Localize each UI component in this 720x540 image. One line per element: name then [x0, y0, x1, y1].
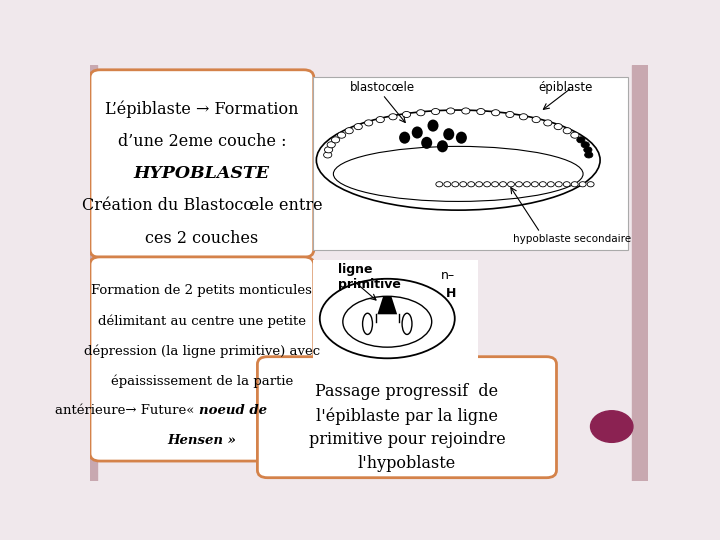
- Bar: [632, 65, 648, 481]
- Text: délimitant au centre une petite: délimitant au centre une petite: [98, 314, 306, 328]
- Circle shape: [477, 109, 485, 114]
- Text: ligne
primitive: ligne primitive: [338, 264, 401, 292]
- Circle shape: [354, 124, 362, 130]
- Ellipse shape: [444, 128, 454, 140]
- Text: ces 2 couches: ces 2 couches: [145, 230, 258, 247]
- Circle shape: [327, 141, 336, 148]
- FancyBboxPatch shape: [90, 257, 314, 461]
- Circle shape: [563, 181, 570, 187]
- Text: Hensen »: Hensen »: [168, 434, 236, 447]
- Ellipse shape: [343, 296, 432, 347]
- Ellipse shape: [428, 119, 438, 132]
- Circle shape: [444, 181, 451, 187]
- Circle shape: [468, 181, 474, 187]
- Circle shape: [555, 181, 562, 187]
- Circle shape: [516, 181, 523, 187]
- Circle shape: [554, 124, 562, 130]
- Circle shape: [476, 181, 482, 187]
- Circle shape: [460, 181, 467, 187]
- Text: n–: n–: [441, 269, 455, 282]
- Text: L’épiblaste → Formation: L’épiblaste → Formation: [105, 100, 299, 118]
- Bar: [313, 77, 629, 250]
- Text: antérieure→ Future«: antérieure→ Future«: [55, 404, 199, 417]
- Circle shape: [451, 181, 459, 187]
- Circle shape: [376, 117, 384, 123]
- Ellipse shape: [437, 140, 448, 152]
- Ellipse shape: [316, 110, 600, 210]
- Circle shape: [547, 181, 554, 187]
- Text: Formation de 2 petits monticules: Formation de 2 petits monticules: [91, 285, 312, 298]
- Circle shape: [506, 111, 514, 118]
- Text: blastocœle: blastocœle: [350, 80, 415, 94]
- Circle shape: [532, 117, 540, 123]
- FancyBboxPatch shape: [90, 70, 314, 258]
- Circle shape: [492, 110, 500, 116]
- Circle shape: [325, 147, 333, 153]
- Circle shape: [338, 132, 346, 138]
- Text: noeud de: noeud de: [199, 404, 267, 417]
- Text: hypoblaste secondaire: hypoblaste secondaire: [513, 234, 631, 244]
- Ellipse shape: [399, 132, 410, 144]
- Circle shape: [492, 181, 498, 187]
- Circle shape: [571, 132, 579, 138]
- Circle shape: [584, 147, 592, 153]
- Circle shape: [519, 114, 528, 120]
- Text: d’une 2eme couche :: d’une 2eme couche :: [117, 133, 286, 150]
- Text: Passage progressif  de: Passage progressif de: [315, 383, 498, 400]
- Ellipse shape: [320, 279, 455, 359]
- Circle shape: [462, 108, 470, 114]
- Polygon shape: [377, 296, 397, 314]
- Circle shape: [484, 181, 490, 187]
- Circle shape: [389, 114, 397, 120]
- Circle shape: [323, 152, 332, 158]
- Circle shape: [331, 137, 340, 143]
- Circle shape: [436, 181, 443, 187]
- Bar: [313, 260, 478, 366]
- Circle shape: [581, 141, 590, 148]
- Text: dépression (la ligne primitive) avec: dépression (la ligne primitive) avec: [84, 344, 320, 357]
- FancyBboxPatch shape: [258, 357, 557, 478]
- Text: H: H: [446, 287, 456, 300]
- Circle shape: [402, 111, 410, 118]
- Circle shape: [500, 181, 506, 187]
- Circle shape: [364, 120, 373, 126]
- Circle shape: [417, 110, 425, 116]
- Circle shape: [585, 152, 593, 158]
- Circle shape: [588, 181, 594, 187]
- Text: épaississement de la partie: épaississement de la partie: [111, 374, 293, 388]
- Circle shape: [590, 411, 633, 442]
- Text: l'épiblaste par la ligne: l'épiblaste par la ligne: [316, 407, 498, 424]
- Circle shape: [431, 109, 440, 114]
- Text: Création du Blastocœle entre: Création du Blastocœle entre: [81, 198, 322, 214]
- Circle shape: [544, 120, 552, 126]
- Circle shape: [345, 127, 354, 134]
- Text: épiblaste: épiblaste: [539, 80, 593, 94]
- Ellipse shape: [456, 132, 467, 144]
- Ellipse shape: [421, 137, 432, 149]
- Ellipse shape: [412, 126, 423, 139]
- Circle shape: [571, 181, 578, 187]
- Bar: [90, 65, 96, 481]
- Text: l'hypoblaste: l'hypoblaste: [358, 455, 456, 472]
- Circle shape: [539, 181, 546, 187]
- Text: primitive pour rejoindre: primitive pour rejoindre: [309, 431, 505, 448]
- Circle shape: [563, 127, 572, 134]
- Circle shape: [523, 181, 531, 187]
- Circle shape: [531, 181, 539, 187]
- Circle shape: [446, 108, 455, 114]
- Text: HYPOBLASTE: HYPOBLASTE: [134, 165, 270, 182]
- Circle shape: [577, 137, 585, 143]
- Circle shape: [579, 181, 586, 187]
- Circle shape: [508, 181, 515, 187]
